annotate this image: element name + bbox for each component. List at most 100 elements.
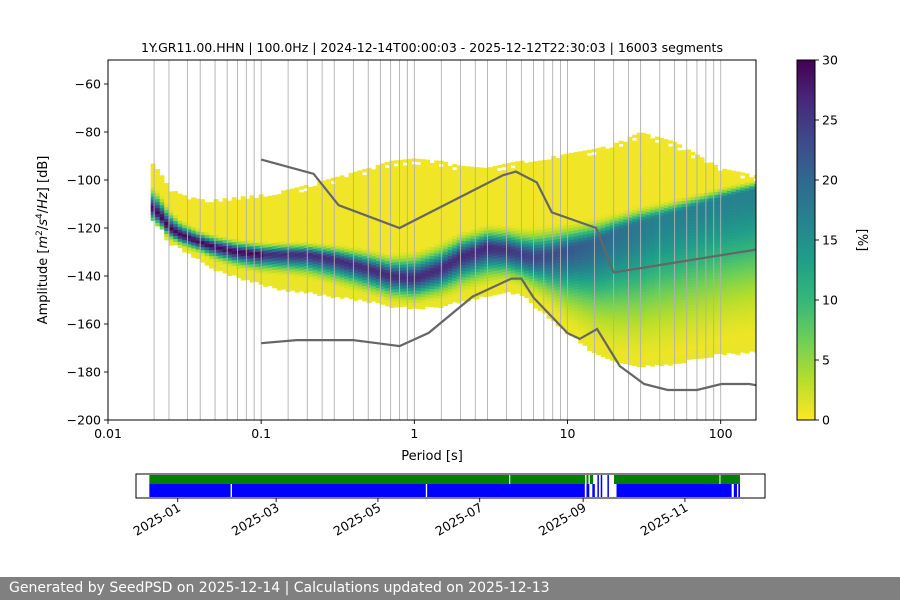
heatmap-cell (353, 285, 358, 289)
heatmap-cell (488, 227, 493, 231)
heatmap-cell (303, 227, 309, 231)
heatmap-cell (429, 208, 435, 212)
heatmap-cell (605, 238, 610, 242)
heatmap-cell (528, 215, 534, 220)
heatmap-cell (168, 215, 174, 219)
heatmap-cell (380, 256, 385, 260)
heatmap-cell (641, 363, 646, 368)
heatmap-cell (425, 216, 430, 220)
heatmap-cell (308, 283, 313, 287)
heatmap-cell (159, 178, 165, 182)
heatmap-cell (276, 260, 282, 264)
heatmap-cell (569, 245, 574, 250)
heatmap-cell (213, 259, 219, 263)
heatmap-cell (267, 240, 273, 245)
heatmap-cell (632, 239, 637, 243)
heatmap-cell (263, 205, 268, 209)
heatmap-cell (447, 169, 453, 173)
heatmap-cell (501, 250, 507, 255)
heatmap-cell (506, 186, 511, 191)
heatmap-cell (645, 215, 651, 219)
heatmap-cell (506, 222, 511, 227)
heatmap-cell (623, 261, 628, 265)
heatmap-cell (380, 262, 385, 266)
heatmap-cell (357, 239, 363, 243)
heatmap-cell (587, 164, 592, 168)
heatmap-cell (605, 328, 610, 332)
heatmap-cell (609, 315, 615, 319)
heatmap-cell (627, 340, 633, 344)
heatmap-cell (645, 182, 651, 186)
heatmap-cell (555, 191, 561, 195)
heatmap-cell (492, 166, 498, 170)
heatmap-cell (641, 306, 646, 311)
heatmap-cell (357, 269, 363, 273)
heatmap-cell (600, 299, 606, 303)
heatmap-cell (362, 247, 367, 251)
heatmap-cell (596, 243, 601, 248)
heatmap-cell (384, 270, 390, 274)
heatmap-cell (560, 226, 565, 230)
heatmap-cell (222, 237, 228, 241)
heatmap-cell (461, 183, 466, 188)
heatmap-cell (402, 186, 408, 190)
heatmap-cell (614, 208, 619, 212)
heatmap-cell (623, 210, 628, 214)
heatmap-cell (560, 295, 565, 299)
heatmap-cell (650, 270, 655, 274)
heatmap-cell (425, 201, 430, 205)
heatmap-cell (407, 281, 412, 286)
heatmap-cell (618, 281, 624, 285)
heatmap-cell (524, 222, 529, 227)
heatmap-cell (339, 202, 345, 206)
heatmap-cell (600, 320, 606, 324)
heatmap-cell (555, 182, 561, 186)
heatmap-cell (240, 196, 246, 200)
heatmap-cell (600, 191, 606, 195)
heatmap-cell (353, 198, 358, 202)
heatmap-cell (546, 303, 552, 307)
heatmap-cell (443, 296, 448, 301)
heatmap-cell (398, 183, 403, 188)
heatmap-cell (357, 263, 363, 267)
heatmap-cell (492, 262, 498, 266)
heatmap-cell (303, 290, 309, 294)
heatmap-cell (429, 259, 435, 263)
heatmap-cell (632, 185, 637, 189)
heatmap-cell (470, 199, 475, 203)
heatmap-cell (384, 198, 390, 202)
heatmap-cell (155, 181, 160, 185)
heatmap-cell (542, 235, 547, 239)
heatmap-cell (659, 179, 664, 184)
heatmap-cell (326, 194, 331, 198)
heatmap-cell (362, 283, 367, 287)
heatmap-cell (569, 215, 574, 220)
heatmap-cell (456, 294, 462, 298)
heatmap-cell (519, 187, 525, 191)
heatmap-cell (569, 170, 574, 175)
heatmap-cell (587, 161, 592, 165)
heatmap-cell (312, 275, 318, 280)
heatmap-cell (569, 218, 574, 223)
heatmap-cell (456, 252, 462, 256)
heatmap-cell (618, 221, 624, 225)
heatmap-cell (344, 228, 349, 232)
heatmap-cell (299, 258, 304, 262)
heatmap-cell (164, 231, 169, 235)
heatmap-cell (308, 274, 313, 278)
heatmap-cell (294, 208, 300, 212)
heatmap-cell (461, 165, 466, 170)
heatmap-cell (578, 154, 583, 158)
heatmap-cell (582, 285, 588, 289)
heatmap-cell (425, 168, 430, 172)
heatmap-cell (339, 223, 345, 227)
heatmap-cell (560, 307, 565, 311)
heatmap-cell (281, 202, 286, 206)
heatmap-cell (587, 311, 592, 315)
heatmap-cell (303, 233, 309, 237)
heatmap-cell (272, 216, 277, 220)
heatmap-cell (407, 293, 412, 298)
heatmap-cell (596, 222, 601, 227)
heatmap-cell (650, 138, 655, 142)
heatmap-cell (398, 282, 403, 287)
